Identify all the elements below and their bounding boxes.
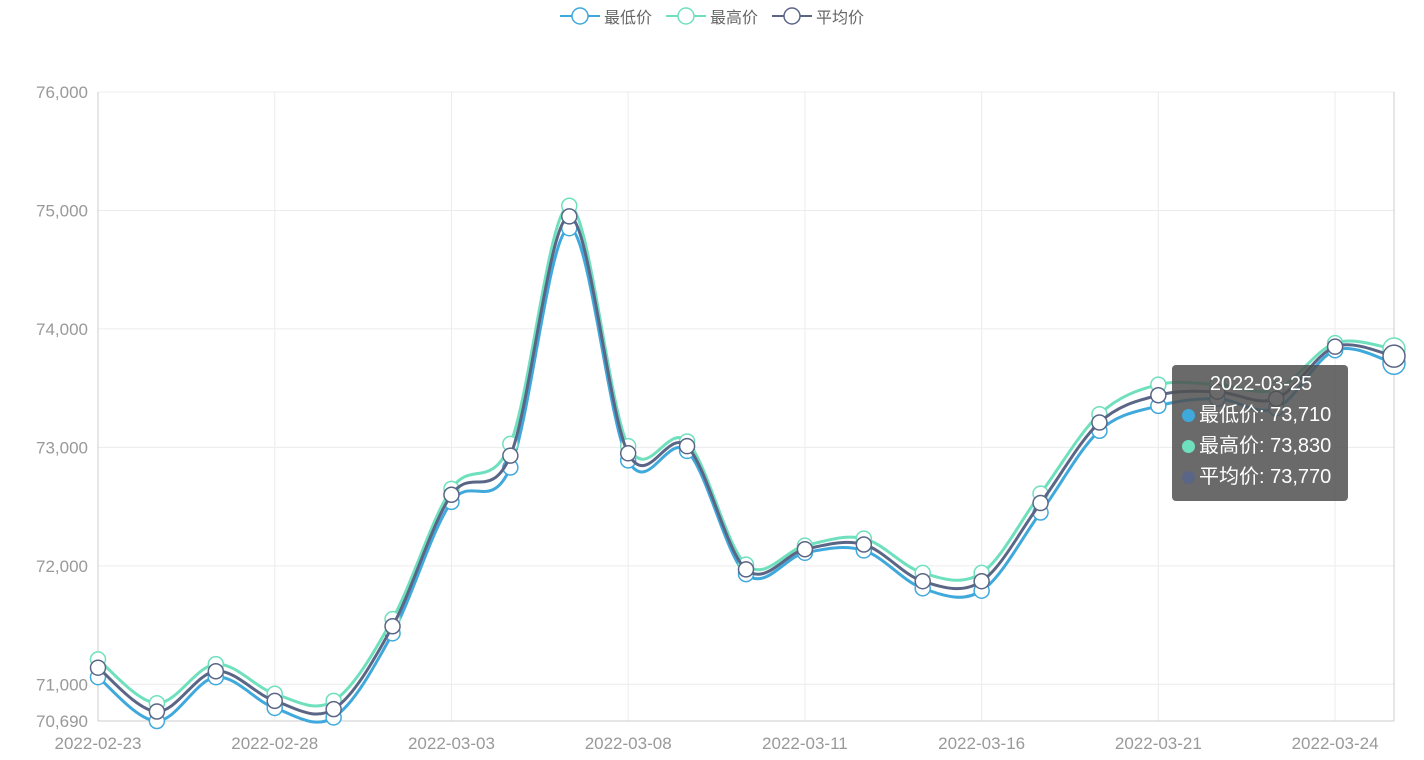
legend-label-avg: 平均价	[816, 10, 865, 27]
x-tick-label: 2022-02-28	[231, 734, 318, 753]
data-point[interactable]	[561, 208, 578, 225]
legend-line-circle-icon	[559, 7, 600, 25]
data-point[interactable]	[796, 540, 814, 558]
data-point[interactable]	[678, 437, 696, 455]
y-tick-label: 73,000	[36, 438, 88, 457]
tooltip-row-avg: 平均价: 73,770	[1182, 462, 1340, 493]
series-dot-icon	[1182, 440, 1195, 453]
data-point[interactable]	[737, 561, 755, 578]
data-point[interactable]	[1032, 494, 1049, 512]
x-tick-label: 2022-03-16	[938, 734, 1025, 753]
y-tick-label: 74,000	[36, 320, 88, 339]
data-point[interactable]	[914, 572, 931, 590]
data-point[interactable]	[502, 447, 519, 464]
x-tick-label: 2022-03-03	[408, 734, 495, 753]
data-point[interactable]	[973, 572, 990, 590]
legend-item-high[interactable]: 最高价	[665, 4, 758, 28]
legend-line-circle-icon	[772, 7, 812, 25]
tooltip-row-label: 最高价: 73,830	[1199, 435, 1332, 457]
legend-label-high: 最高价	[709, 10, 758, 27]
legend-item-avg[interactable]: 平均价	[772, 4, 864, 28]
data-point[interactable]	[148, 703, 166, 720]
y-tick-label: 75,000	[36, 201, 88, 220]
tooltip-row-low: 最低价: 73,710	[1182, 400, 1340, 431]
data-point[interactable]	[1326, 338, 1344, 355]
data-point[interactable]	[384, 617, 401, 635]
tooltip-row-label: 平均价: 73,770	[1199, 466, 1332, 488]
data-point[interactable]	[855, 536, 873, 553]
y-tick-label: 70,690	[36, 712, 88, 731]
data-point[interactable]	[619, 445, 637, 462]
x-tick-label: 2022-03-21	[1115, 734, 1202, 753]
data-point[interactable]	[1150, 386, 1167, 404]
tooltip-row-high: 最高价: 73,830	[1182, 431, 1340, 462]
y-tick-label: 71,000	[36, 675, 88, 694]
x-tick-label: 2022-03-11	[762, 734, 848, 753]
tooltip-row-label: 最低价: 73,710	[1199, 404, 1332, 426]
legend-line-circle-icon	[665, 7, 706, 25]
series-dot-icon	[1182, 409, 1195, 422]
data-point[interactable]	[443, 486, 460, 503]
tooltip-date: 2022-03-25	[1209, 373, 1313, 395]
data-point[interactable]	[325, 700, 342, 718]
tooltip: 2022-03-25 最低价: 73,710 最高价: 73,830 平均价: …	[1172, 365, 1348, 501]
y-tick-label: 72,000	[36, 557, 88, 576]
series-dot-icon	[1182, 471, 1195, 484]
legend: 最低价 最高价 平均价	[0, 4, 1424, 28]
x-tick-label: 2022-02-23	[55, 734, 142, 753]
data-point[interactable]	[266, 692, 283, 710]
data-point[interactable]	[1091, 414, 1108, 431]
data-point[interactable]	[1382, 344, 1406, 368]
legend-item-low[interactable]: 最低价	[559, 4, 652, 28]
x-tick-label: 2022-03-24	[1292, 734, 1379, 753]
tick-labels: 70,690 71,000 72,000 73,000 74,000 75,000 76,0…	[36, 83, 1379, 753]
legend-label-low: 最低价	[603, 10, 652, 27]
data-point[interactable]	[89, 659, 107, 676]
y-tick-label: 76,000	[36, 83, 88, 102]
x-tick-label: 2022-03-08	[585, 734, 672, 753]
data-point[interactable]	[207, 662, 225, 680]
